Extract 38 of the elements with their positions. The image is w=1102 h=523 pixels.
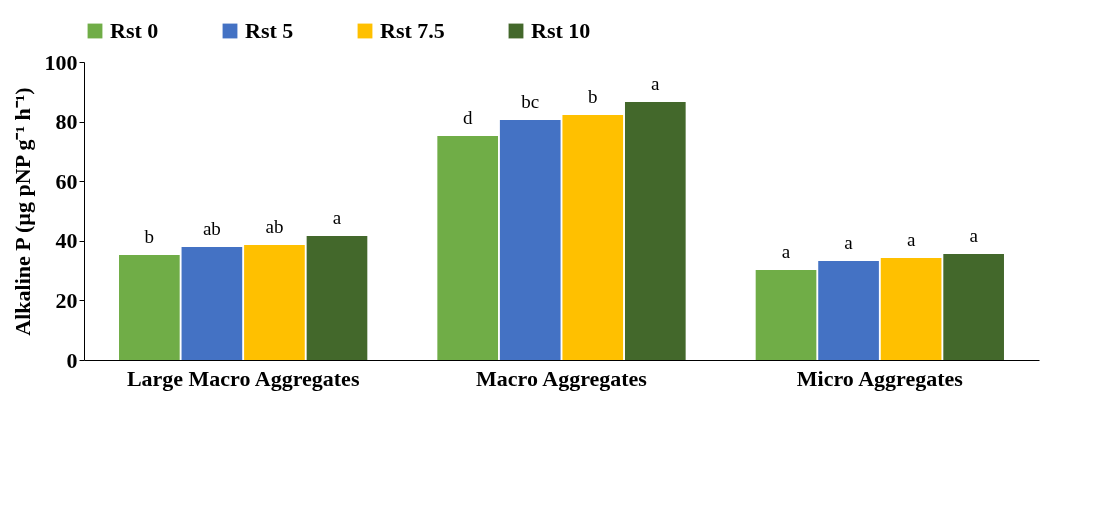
legend-label: Rst 0 [110,18,159,43]
y-tick-label: 80 [55,109,78,135]
y-axis-title: Alkaline P (µg pNP g⁻¹ h⁻¹) [9,87,35,336]
data-label: b [144,226,155,248]
legend-label: Rst 5 [245,18,294,43]
x-tick-label: Large Macro Aggregates [126,365,360,391]
bar [624,101,686,360]
data-label: ab [202,218,221,240]
bar [119,255,180,360]
y-tick-label: 0 [66,347,78,373]
y-tick-label: 40 [55,228,78,254]
bar [306,236,368,360]
data-label: a [332,207,342,229]
bar [562,115,624,360]
data-label: a [844,232,854,254]
bar [755,270,817,360]
data-label: a [651,72,661,94]
data-label: b [588,86,598,108]
x-tick-label: Macro Aggregates [476,365,648,391]
bar [244,244,305,360]
bar [818,261,879,360]
bar [437,135,499,360]
data-label: a [906,229,916,251]
bar [499,120,561,360]
bar [181,247,243,360]
y-tick-label: 20 [55,287,78,313]
legend-label: Rst 10 [531,18,591,43]
bar [880,258,942,360]
data-label: d [462,106,473,128]
y-tick-label: 60 [55,168,78,194]
data-label: ab [265,215,284,237]
data-label: a [969,224,979,246]
data-label: bc [521,91,540,113]
x-tick-label: Micro Aggregates [796,365,964,391]
legend-label: Rst 7.5 [380,18,445,43]
bar [943,253,1004,360]
y-tick-label: 100 [44,49,78,75]
data-label: a [781,241,791,262]
